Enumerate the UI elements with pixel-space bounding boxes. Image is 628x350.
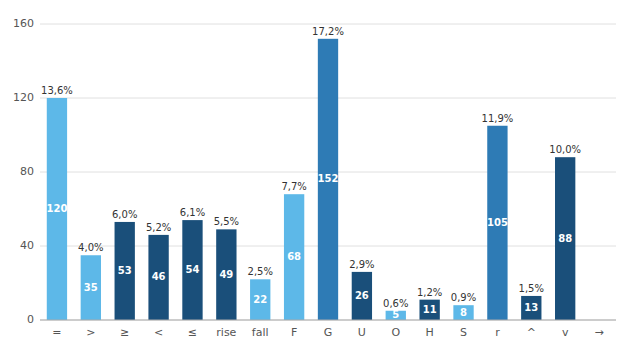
share-label: 11,9% [482,113,514,124]
x-tick-label: rise [216,326,236,339]
share-label: 4,0% [78,242,103,253]
bar [216,229,236,320]
labels: 13,6% 120 4,0% 35 6,0% 53 5,2% 46 6,1% 54 5,5% 49 2,… [41,26,581,321]
y-tick-label: 0 [27,313,34,326]
value-label: 105 [487,217,508,228]
value-label: 152 [318,173,339,184]
x-tick-label: F [291,326,297,339]
x-tick-label: S [460,326,467,339]
bar [318,39,338,320]
bar [148,235,168,320]
share-label: 1,5% [519,283,544,294]
value-label: 8 [460,307,467,318]
x-axis-line [40,320,616,321]
bar [115,222,135,320]
x-tick-label: fall [252,326,269,339]
x-tick-label: r [495,326,500,339]
x-tick-label: H [426,326,434,339]
x-tick-label: → [594,326,603,339]
share-label: 6,1% [180,207,205,218]
x-tick-label: = [52,326,61,339]
value-label: 68 [287,251,301,262]
value-label: 53 [118,265,132,276]
x-tick-label: G [324,326,333,339]
value-label: 13 [524,302,538,313]
value-label: 35 [84,282,98,293]
bar [250,279,270,320]
value-label: 26 [355,290,369,301]
x-tick-label: ^ [527,326,536,339]
grid [40,24,616,320]
share-label: 0,9% [451,292,476,303]
bar [284,194,304,320]
share-label: 10,0% [549,144,581,155]
y-tick-label: 80 [20,165,34,178]
share-label: 6,0% [112,209,137,220]
value-label: 11 [423,304,437,315]
x-tick-label: O [391,326,400,339]
bar [521,296,541,320]
chart: 0 40 80 120 160 13,6% 120 4,0% 35 6,0% 53 5,2% 46 6,1… [0,0,628,350]
x-tick-label: ≥ [120,326,129,339]
grid-line [40,24,616,25]
x-tick-label: < [154,326,163,339]
value-label: 49 [219,269,233,280]
value-label: 22 [253,294,267,305]
share-label: 5,2% [146,222,171,233]
value-label: 54 [186,264,200,275]
share-label: 1,2% [417,287,442,298]
bar [352,272,372,320]
value-label: 88 [558,233,572,244]
y-tick-label: 40 [20,239,34,252]
bars [47,39,576,320]
bar [47,98,67,320]
grid-line [40,320,616,321]
share-label: 7,7% [281,181,306,192]
share-label: 2,9% [349,259,374,270]
value-label: 120 [47,203,68,214]
bar [453,305,473,320]
x-tick-label: > [86,326,95,339]
share-label: 2,5% [248,266,273,277]
share-label: 13,6% [41,85,73,96]
bar [487,126,507,320]
value-label: 46 [152,271,166,282]
x-tick-label: ≤ [188,326,197,339]
share-label: 17,2% [312,26,344,37]
x-tick-label: v [562,326,569,339]
value-label: 5 [392,309,399,320]
bar [555,157,575,320]
share-label: 5,5% [214,216,239,227]
y-tick-label: 160 [13,17,34,30]
x-tick-label: U [358,326,366,339]
share-label: 0,6% [383,298,408,309]
bar [419,300,439,320]
bar [182,220,202,320]
bar [81,255,101,320]
y-tick-label: 120 [13,91,34,104]
